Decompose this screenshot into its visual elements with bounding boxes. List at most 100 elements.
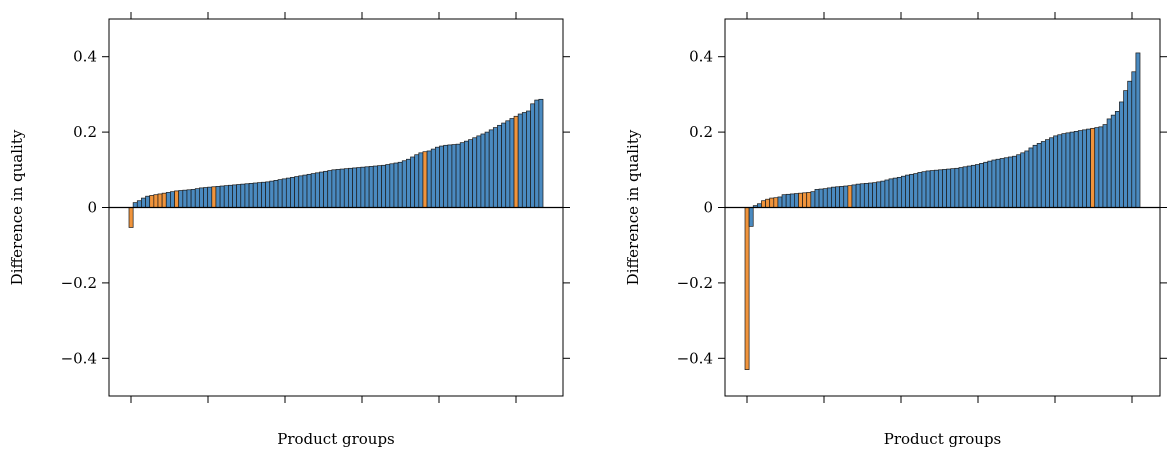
y-tick-label: 0.2 [73,123,97,141]
bar [302,174,308,208]
bar [526,110,531,208]
bar [1036,143,1042,208]
bar [835,186,840,208]
bar [492,127,498,208]
bar [1086,128,1091,208]
bar [909,173,915,208]
bar-highlight [422,151,428,208]
bar [480,133,486,208]
bar [991,159,997,208]
bar [468,139,473,208]
bar [488,129,494,208]
bar [203,187,209,208]
bar [352,167,358,208]
bar [443,144,449,208]
bar [892,177,898,208]
bar [182,189,188,208]
bar [794,193,799,208]
bar [132,202,138,208]
bar [1110,114,1116,208]
bar [843,185,849,208]
bar [356,167,362,208]
bar [331,169,337,208]
bar [826,187,832,208]
bar [818,188,824,208]
bar [1073,131,1079,208]
bar [855,183,861,208]
bar-highlight [149,195,155,208]
bar [497,124,502,208]
bar [777,196,783,208]
bar [248,183,254,208]
bar [1119,101,1124,208]
bar [1131,71,1137,208]
bar [913,173,919,208]
bar [178,190,184,208]
bar [962,166,968,208]
bar [979,163,984,208]
chart-right: −0.4 −0.2 0 0.2 0.4 Difference in quality Prod… [624,12,1167,448]
bar [385,164,391,208]
bar [240,183,246,208]
bar [954,167,960,208]
bar [165,192,171,208]
bar [360,166,366,208]
bar [290,176,295,208]
bar [472,137,478,208]
bar [145,195,151,208]
bar [901,175,906,208]
bar-highlight [761,200,766,208]
bar [880,180,886,208]
bar [451,144,457,208]
bar [917,172,923,208]
bar [1057,134,1063,208]
bar [1077,130,1083,208]
bar [339,168,345,208]
y-tick-label: 0 [703,199,713,217]
bar [999,158,1005,208]
bar-highlight [765,198,771,208]
bar-highlight [211,186,217,208]
bar [228,184,233,208]
bar [1061,133,1067,208]
bar [252,182,258,208]
bar [397,161,403,208]
bar-highlight [174,190,180,208]
bar [207,186,213,208]
bar [1127,80,1133,208]
x-axis-label: Product groups [277,430,395,448]
bar [364,166,370,208]
bar [455,143,461,208]
bar [863,183,869,208]
bar [406,158,411,208]
bar [905,174,910,208]
bar [975,164,980,208]
bar [810,191,816,208]
bar [983,161,989,208]
bar [335,169,341,208]
bar-highlight [744,207,750,370]
bar [136,200,142,208]
y-tick-label: −0.2 [677,274,713,292]
bar [1032,144,1038,208]
bar [1082,129,1087,208]
bar-highlight [769,197,775,208]
bar [261,181,266,208]
bar [872,182,878,208]
bar [256,182,262,208]
bar [426,150,432,208]
bar [509,118,515,208]
bar [859,183,865,208]
bar [285,177,291,208]
bar [463,140,469,208]
bar [921,171,927,208]
bar [538,98,544,208]
bar [1049,137,1054,208]
bar [851,184,857,208]
bar-highlight [157,193,163,208]
bar [966,165,972,208]
bar [888,178,894,208]
bar [418,152,424,208]
bar-highlight [798,192,803,208]
bar [1012,155,1017,208]
